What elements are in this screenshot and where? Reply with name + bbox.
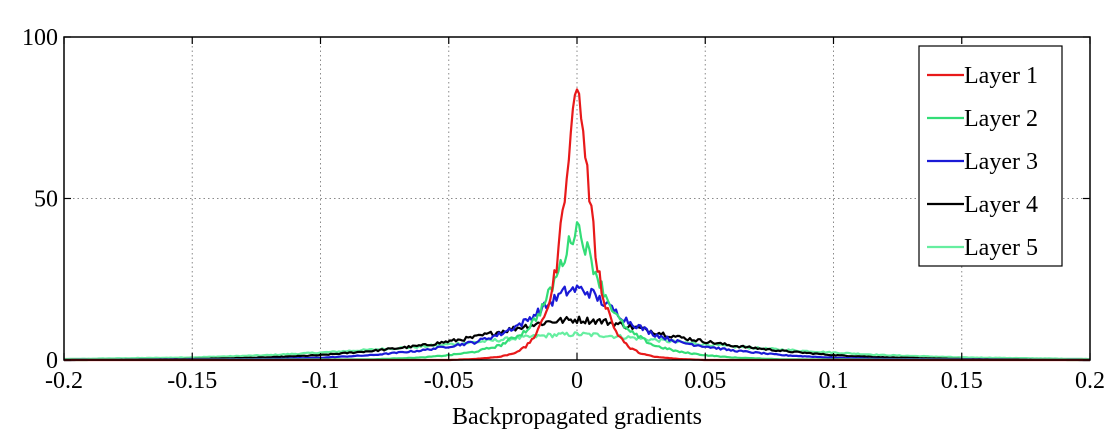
legend: Layer 1 Layer 2 Layer 3 Layer 4 Layer 5 (918, 45, 1063, 267)
x-tick-label-4: 0 (571, 368, 583, 394)
legend-label-3: Layer 3 (964, 149, 1038, 175)
x-tick-label-6: 0.1 (819, 368, 849, 394)
y-tick-label-2: 100 (22, 25, 58, 51)
x-tick-label-0: -0.2 (45, 368, 83, 394)
legend-label-2: Layer 2 (964, 106, 1038, 132)
x-tick-label-7: 0.15 (941, 368, 983, 394)
series-line-5 (64, 331, 1091, 361)
y-tick-label-0: 0 (46, 348, 58, 374)
x-axis-label: Backpropagated gradients (452, 404, 702, 430)
legend-label-4: Layer 4 (964, 192, 1038, 218)
x-tick-label-3: -0.05 (424, 368, 474, 394)
tick-labels: -0.2 -0.15 -0.1 -0.05 0 0.05 0.1 0.15 0.2 0 50 100 (22, 25, 1105, 394)
y-tick-label-1: 50 (34, 187, 58, 213)
legend-label-5: Layer 5 (964, 235, 1038, 261)
legend-box (918, 45, 1063, 267)
x-tick-label-2: -0.1 (302, 368, 340, 394)
legend-label-1: Layer 1 (964, 63, 1038, 89)
x-tick-label-5: 0.05 (684, 368, 726, 394)
x-tick-label-8: 0.2 (1075, 368, 1105, 394)
x-tick-label-1: -0.15 (167, 368, 217, 394)
